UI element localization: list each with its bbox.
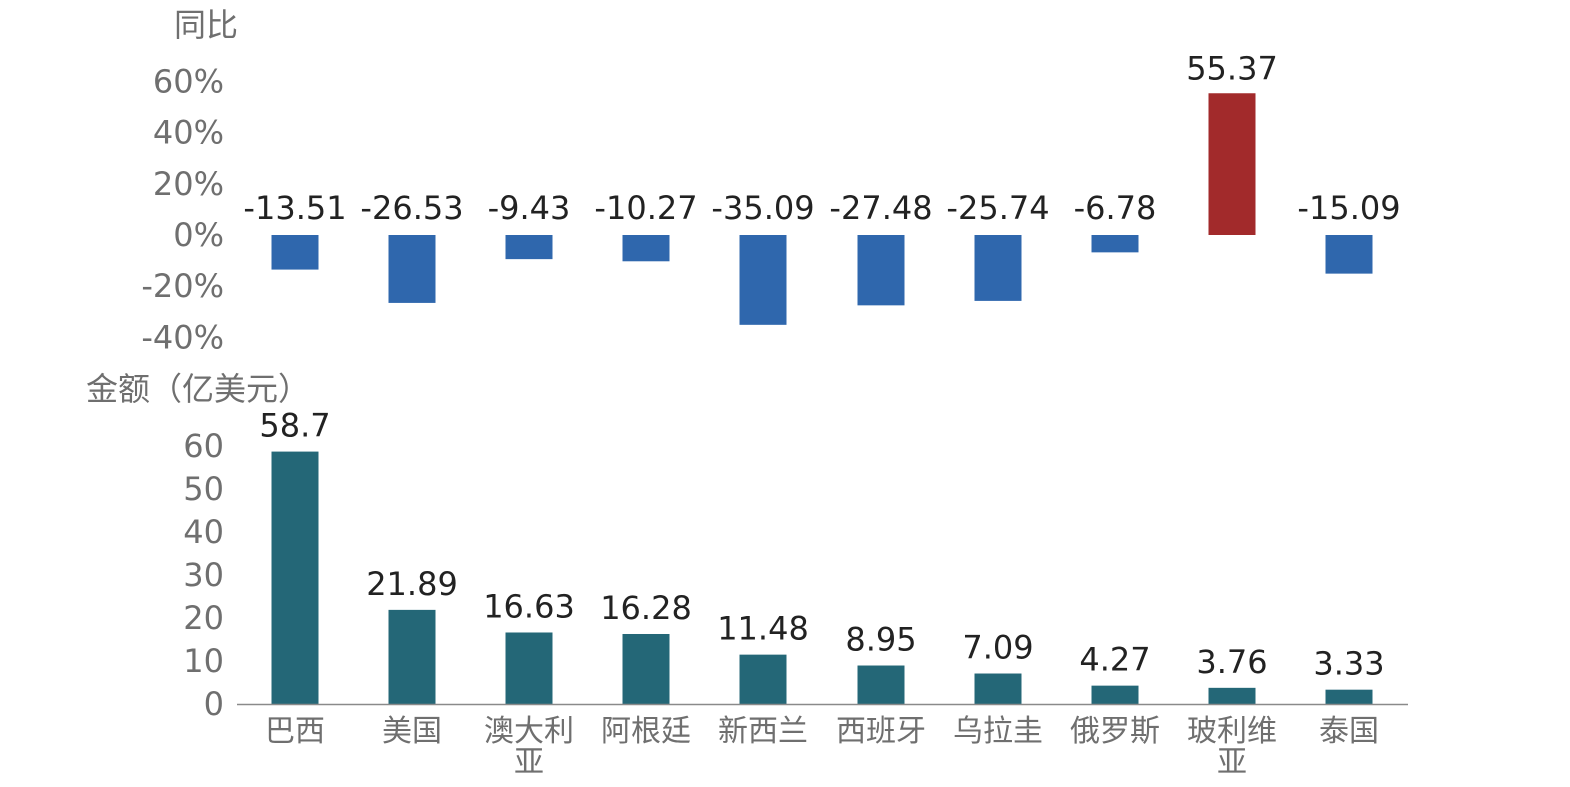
- category-label: 西班牙: [836, 714, 926, 749]
- yoy-data-label: -25.74: [946, 189, 1049, 227]
- category-label: 新西兰: [718, 714, 808, 749]
- top-axis-title: 同比: [174, 6, 238, 44]
- category-label: 阿根廷: [601, 714, 691, 749]
- category-label: 俄罗斯: [1070, 714, 1160, 749]
- yoy-bar: [622, 235, 670, 262]
- amount-bar: [1325, 689, 1373, 704]
- yoy-bar: [974, 235, 1022, 301]
- bottom-y-tick-label: 60: [183, 427, 224, 465]
- bottom-y-tick-label: 20: [183, 599, 224, 637]
- yoy-data-label: -35.09: [711, 189, 814, 227]
- amount-data-label: 58.7: [259, 407, 330, 445]
- top-y-tick-label: -20%: [141, 267, 224, 305]
- amount-bar: [1091, 685, 1139, 704]
- bottom-y-tick-label: 0: [204, 685, 224, 723]
- amount-bar: [739, 654, 787, 704]
- top-y-tick-label: 0%: [173, 216, 224, 254]
- amount-data-label: 4.27: [1079, 641, 1150, 679]
- amount-bar: [388, 609, 436, 704]
- top-y-tick-label: 40%: [153, 114, 224, 152]
- yoy-data-label: -10.27: [594, 189, 697, 227]
- yoy-bar: [1325, 235, 1373, 274]
- yoy-bar: [1208, 93, 1256, 235]
- top-y-tick-label: 60%: [153, 62, 224, 100]
- bottom-y-tick-label: 30: [183, 556, 224, 594]
- amount-data-label: 11.48: [717, 610, 809, 648]
- bottom-y-tick-label: 40: [183, 513, 224, 551]
- amount-bar: [857, 665, 905, 704]
- category-label: 澳大利: [484, 714, 574, 749]
- bottom-axis-title: 金额（亿美元）: [86, 370, 310, 408]
- amount-data-label: 21.89: [366, 565, 458, 603]
- yoy-bar: [739, 235, 787, 325]
- amount-bar: [974, 673, 1022, 704]
- amount-bar: [1208, 687, 1256, 704]
- yoy-change-chart: 同比 -40% -20% 0% 20% 40% 60% -13.51 -26.53 -9.43 -1…: [141, 6, 1400, 356]
- amount-bar: [505, 632, 553, 704]
- category-label: 亚: [1217, 745, 1247, 780]
- yoy-data-label: -13.51: [243, 189, 346, 227]
- yoy-data-label: -26.53: [360, 189, 463, 227]
- category-label: 泰国: [1319, 714, 1379, 749]
- category-label: 巴西: [265, 714, 325, 749]
- category-label: 乌拉圭: [953, 714, 1043, 749]
- amount-data-label: 7.09: [962, 629, 1033, 667]
- yoy-data-label: -15.09: [1297, 189, 1400, 227]
- bottom-y-tick-label: 50: [183, 470, 224, 508]
- yoy-data-label: -27.48: [829, 189, 932, 227]
- top-y-tick-label: -40%: [141, 318, 224, 356]
- amount-bar: [622, 633, 670, 704]
- category-label: 玻利维: [1187, 714, 1277, 749]
- amount-data-label: 16.63: [483, 587, 575, 625]
- amount-data-label: 3.33: [1313, 645, 1384, 683]
- amount-data-label: 16.28: [600, 589, 692, 627]
- yoy-bar: [271, 235, 319, 270]
- yoy-bar: [388, 235, 436, 303]
- bottom-y-tick-label: 10: [183, 642, 224, 680]
- yoy-bar: [857, 235, 905, 306]
- yoy-bar: [505, 235, 553, 260]
- category-label: 亚: [514, 745, 544, 780]
- yoy-bar: [1091, 235, 1139, 253]
- amount-chart: 金额（亿美元） 0 10 20 30 40 50 60 58.7 21.89 16.63 16.28 1…: [86, 370, 1408, 780]
- top-y-tick-label: 20%: [153, 165, 224, 203]
- amount-data-label: 8.95: [845, 621, 916, 659]
- yoy-data-label: -6.78: [1074, 189, 1157, 227]
- category-label: 美国: [382, 714, 442, 749]
- amount-bar: [271, 451, 319, 704]
- yoy-data-label: 55.37: [1186, 49, 1278, 87]
- amount-data-label: 3.76: [1196, 643, 1267, 681]
- yoy-data-label: -9.43: [488, 189, 571, 227]
